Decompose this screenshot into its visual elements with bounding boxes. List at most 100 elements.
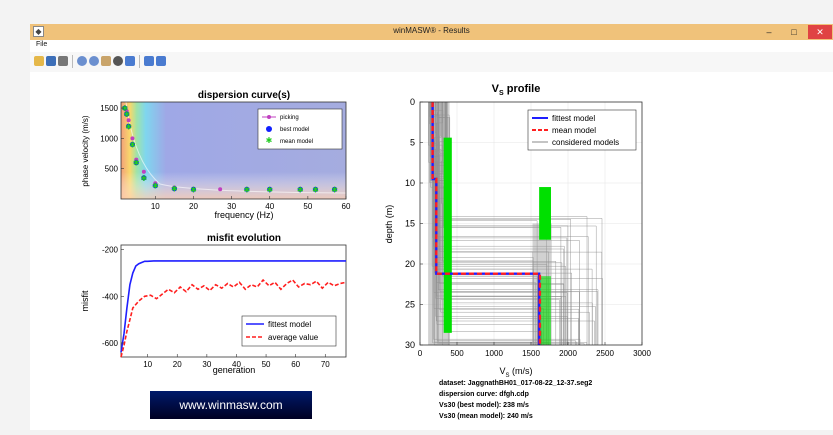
mean-model-point: ✱ [125,122,132,131]
mean-model-point: ✱ [123,110,130,119]
mean-model-point: ✱ [121,104,128,113]
dispersion-energy-ridge [125,101,347,194]
model-range-band [539,187,551,240]
best-model-point [171,186,177,192]
legend-mean-label: mean model [280,139,313,145]
best-model-point [122,105,128,111]
best-model-point [190,186,197,192]
legend-icon[interactable] [156,56,166,66]
menu-bar: File [30,40,833,52]
considered-model-line [433,102,593,345]
dispersion-ytick-label: 1500 [100,104,118,113]
mean-model-point: ✱ [190,185,197,194]
save-icon[interactable] [46,56,56,66]
vs-yticks: 0 5 10 15 20 25 30 [405,97,423,350]
mean-model-point: ✱ [312,185,319,194]
picking-point [126,118,131,123]
considered-model-line [429,102,598,345]
minimize-button[interactable]: – [766,27,772,37]
vs-ylabel: depth (m) [384,205,394,244]
dispersion-xticks: 10 20 30 40 50 60 [151,196,351,211]
best-model-point [331,186,338,192]
window-titlebar: ◆ winMASW® - Results – □ ✕ [30,24,833,40]
window-title: winMASW® - Results [393,26,470,35]
vs-ytick-label: 10 [405,178,415,188]
app-icon[interactable]: ◆ [33,26,44,37]
legend-best-label: best model [280,127,309,133]
vs-xtick-label: 2000 [559,349,577,358]
misfit-xticks: 10 20 30 40 50 60 70 [143,354,330,369]
considered-model-line [441,102,557,345]
best-model-point [124,111,130,117]
misfit-yticks: -200 -400 -600 [102,246,124,348]
mean-model-point: ✱ [266,185,273,194]
dispersion-title: dispersion curve(s) [198,90,290,101]
winmasw-logo[interactable]: www.winmasw.com [150,391,312,419]
vs-ytick-label: 30 [405,340,415,350]
best-model-point [297,186,303,192]
vs-legend: fittest model mean model considered mode… [527,109,637,151]
dispersion-energy-band [121,172,346,199]
mean-model-point: ✱ [243,185,250,194]
best-model-point [152,183,158,189]
vs-xtick-label: 1500 [522,349,540,358]
toolbar-separator [139,55,140,68]
dispersion-ylabel: phase velocity (m/s) [81,115,90,186]
logo-text: www.winmasw.com [178,398,282,412]
considered-model-line [429,102,588,345]
misfit-xtick-label: 10 [143,360,152,369]
rotate-icon[interactable] [113,56,123,66]
zoom-in-icon[interactable] [77,56,87,66]
best-model-point [244,186,250,192]
dispersion-xtick-label: 60 [342,202,351,211]
dispersion-xtick-label: 30 [227,202,236,211]
picking-point [130,136,135,141]
close-button[interactable]: ✕ [808,25,832,39]
dispersion-yticks: 500 1000 1500 [100,104,124,174]
dispersion-axes-frame [120,101,347,200]
toolbar [30,52,833,73]
legend-mean-marker: ✱ [266,136,273,145]
vs-data-layer [431,102,542,345]
misfit-xtick-label: 20 [173,360,182,369]
dispersion-ytick-label: 500 [105,165,119,174]
vs-ytick-label: 0 [410,97,415,107]
mean-model-point: ✱ [152,182,159,191]
picking-point [141,169,146,174]
print-icon[interactable] [58,56,68,66]
vs-legend-mean-label: mean model [552,126,596,135]
info-dispersion-curve: dispersion curve: dfgh.cdp [439,391,529,398]
misfit-xtick-label: 40 [232,360,241,369]
picking-point [218,187,223,192]
vs-xtick-label: 0 [418,349,423,358]
mean-model-point: ✱ [171,185,178,194]
mean-model-point: ✱ [133,159,140,168]
vs-mean-model-line [431,102,542,345]
misfit-xlabel: generation [213,365,256,375]
info-dataset: dataset: JaggnathBH01_017-08-22_12-37.se… [439,380,592,387]
best-model-point [141,175,147,181]
zoom-out-icon[interactable] [89,56,99,66]
misfit-data-layer [120,260,347,358]
misfit-xtick-label: 60 [291,360,300,369]
info-vs30-mean: Vs30 (mean model): 240 m/s [439,413,533,420]
misfit-xtick-label: 70 [321,360,330,369]
pan-icon[interactable] [101,56,111,66]
vs-xtick-label: 2500 [596,349,614,358]
vs-ytick-label: 25 [405,300,415,310]
data-cursor-icon[interactable] [125,56,135,66]
legend-average-label: average value [268,333,319,342]
misfit-title: misfit evolution [207,233,281,244]
menu-file[interactable]: File [36,41,48,48]
vs-xlabel: VS (m/s) [499,366,532,379]
open-icon[interactable] [34,56,44,66]
dispersion-legend: picking best model ✱ mean model [257,108,343,150]
colorbar-icon[interactable] [144,56,154,66]
mean-model-point: ✱ [297,185,304,194]
misfit-ytick-label: -600 [102,339,119,348]
maximize-button[interactable]: □ [791,27,797,37]
dispersion-xtick-label: 40 [265,202,274,211]
considered-model-line [440,102,560,345]
best-model-point [126,123,132,129]
dispersion-data-layer: ✱✱✱✱✱✱✱ ✱ ✱ ✱ ✱ ✱ ✱ ✱ [121,104,338,194]
